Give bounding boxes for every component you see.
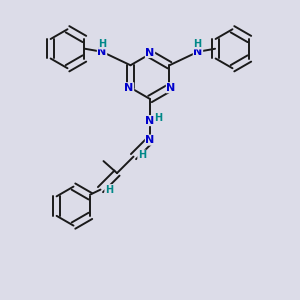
Text: H: H: [105, 184, 113, 195]
Text: H: H: [154, 113, 163, 123]
Text: N: N: [146, 135, 154, 145]
Text: H: H: [99, 39, 107, 49]
Text: N: N: [124, 83, 134, 93]
Text: N: N: [146, 47, 154, 58]
Text: N: N: [146, 116, 154, 126]
Text: N: N: [194, 47, 202, 57]
Text: H: H: [138, 150, 146, 160]
Text: N: N: [167, 83, 176, 93]
Text: N: N: [98, 47, 106, 57]
Text: H: H: [193, 39, 201, 49]
